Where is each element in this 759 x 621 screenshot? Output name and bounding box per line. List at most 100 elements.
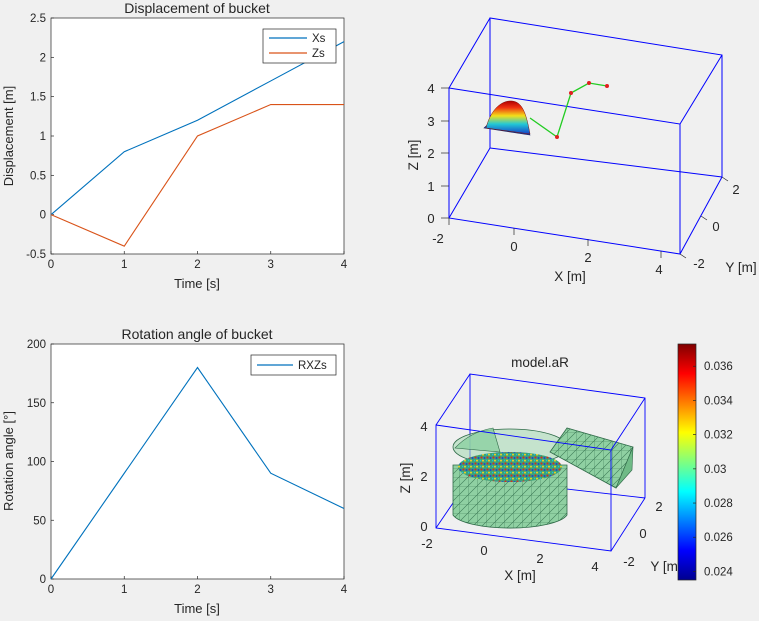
colorbar-tick-label: 0.034 — [704, 395, 733, 407]
y-tick-0: -2 — [693, 256, 705, 271]
colorbar-ticks: 0.024 0.026 0.028 0.03 0.032 0.034 0.036 — [693, 361, 733, 578]
box-right-top — [679, 54, 723, 125]
colorbar-tick-label: 0.026 — [704, 532, 733, 544]
displacement-lines — [50, 41, 345, 247]
model-z-tick-0: 0 — [420, 519, 427, 534]
y-tick-label: 2 — [40, 52, 46, 64]
trajectory-path — [529, 81, 609, 139]
displacement-legend: Xs Zs — [262, 28, 337, 64]
y-tick-label: 0.5 — [30, 170, 46, 182]
bucket-dome — [485, 100, 531, 135]
model-y-tick-1: 0 — [639, 526, 646, 541]
displacement-legend-box — [262, 28, 337, 64]
series-line-zs — [50, 103, 344, 247]
x-tick-label: 1 — [121, 259, 127, 271]
y-tick-label: -0.5 — [26, 249, 46, 261]
rotation-ticks: 0 1 2 3 4 0 50 100 150 200 — [27, 339, 348, 596]
model-z-tick-1: 2 — [420, 469, 427, 484]
rotation-xlabel: Time [s] — [174, 601, 220, 616]
trajectory-zlabel: Z [m] — [406, 140, 421, 171]
rotation-chart: 0 1 2 3 4 0 50 100 150 200 Rotation angle of buck… — [1, 326, 348, 616]
box-left-bottom — [448, 147, 491, 219]
x-tick-label: 3 — [268, 584, 274, 596]
x-tick-label: 4 — [341, 584, 348, 596]
model-title: model.aR — [511, 355, 569, 370]
x-tick-2: 2 — [584, 250, 591, 265]
trajectory-line — [529, 82, 608, 139]
y-tick-label: 2.5 — [30, 13, 46, 25]
model-zlabel: Z [m] — [398, 463, 413, 494]
displacement-chart: 0 1 2 3 4-0.500.511.522.5 Displacement of bu… — [1, 0, 348, 291]
trajectory-3d-view: 0 1 2 3 4 -2 0 2 4 -2 0 2 X [m] Y [m] Z … — [406, 17, 757, 284]
box-back-top — [448, 17, 491, 89]
rotation-legend-box — [250, 354, 337, 376]
trajectory-box — [448, 17, 723, 255]
box-right-bottom — [679, 176, 723, 255]
legend-label-rxzs: RXZs — [298, 360, 327, 372]
x-tick-label: 0 — [48, 584, 54, 596]
model-ar-3d-view: 0 2 4 -2 0 2 4 -2 0 2 model.aR X [m] Y [… — [398, 343, 733, 583]
z-tick-1: 1 — [427, 179, 434, 194]
x-tick-label: 3 — [268, 259, 274, 271]
rotation-title: Rotation angle of bucket — [122, 326, 273, 342]
trajectory-point — [587, 81, 591, 85]
y-tick-label: 1.5 — [30, 92, 46, 104]
box-back-edges — [489, 17, 723, 177]
colorbar-tick-label: 0.03 — [704, 464, 726, 476]
x-tick-label: 0 — [48, 259, 54, 271]
model-x-tick-0: -2 — [421, 536, 433, 551]
displacement-xlabel: Time [s] — [174, 276, 220, 291]
displacement-ticks: 0 1 2 3 4-0.500.511.522.5 — [26, 13, 348, 271]
series-line-rxzs — [50, 366, 345, 580]
bucket-mesh-side — [615, 446, 634, 489]
y-tick-label: 1 — [40, 131, 46, 143]
cylinder-wall — [452, 464, 568, 529]
rotation-plot-area — [50, 343, 345, 580]
z-tick-0: 0 — [427, 211, 434, 226]
y-tick-label: 0 — [40, 574, 46, 586]
model-x-tick-1: 0 — [480, 543, 487, 558]
x-tick-0: -2 — [432, 231, 444, 246]
trajectory-point — [555, 135, 559, 139]
x-tick-label: 2 — [194, 584, 200, 596]
model-xlabel: X [m] — [504, 568, 536, 583]
colorbar-tick-label: 0.028 — [704, 498, 733, 510]
colorbar-tick-label: 0.036 — [704, 361, 733, 373]
series-line-xs — [50, 41, 345, 216]
cylinder-inner-wall — [454, 427, 501, 453]
y-tick-label: 150 — [27, 398, 46, 410]
z-tick-4: 4 — [427, 81, 434, 96]
legend-label-zs: Zs — [312, 48, 325, 60]
x-tick-label: 4 — [341, 259, 348, 271]
colorbar-tick-label: 0.032 — [704, 430, 733, 442]
x-tick-label: 2 — [194, 259, 200, 271]
colorbar: 0.024 0.026 0.028 0.03 0.032 0.034 0.036 — [677, 343, 733, 581]
cylinder-container — [452, 427, 568, 529]
model-ylabel: Y [m] — [650, 559, 681, 574]
trajectory-point — [569, 91, 573, 95]
y-tick-2: 2 — [732, 182, 739, 197]
model-y-tick-2: 2 — [655, 499, 662, 514]
bucket-shape — [483, 100, 531, 136]
model-x-tick-2: 2 — [536, 551, 543, 566]
model-y-tick-0: -2 — [623, 554, 635, 569]
x-tick-3: 4 — [655, 262, 662, 277]
box-back-bottom — [489, 147, 723, 178]
trajectory-xlabel: X [m] — [554, 269, 586, 284]
model-x-tick-3: 4 — [591, 559, 598, 574]
colorbar-gradient — [677, 343, 697, 581]
y-tick-label: 200 — [27, 339, 46, 351]
y-tick-label: 50 — [33, 515, 46, 527]
trajectory-point — [605, 84, 609, 88]
y-tick-label: 100 — [27, 457, 46, 469]
rotation-legend: RXZs — [250, 354, 337, 376]
x-tick-1: 0 — [510, 239, 517, 254]
particle-bed — [458, 452, 562, 482]
displacement-title: Displacement of bucket — [124, 0, 270, 16]
bucket-mesh — [549, 427, 634, 489]
rotation-lines — [50, 366, 345, 580]
model-box-front — [435, 397, 646, 552]
model-tick-labels: 0 2 4 -2 0 2 4 -2 0 2 — [420, 419, 662, 574]
trajectory-tick-labels: 0 1 2 3 4 -2 0 2 4 -2 0 2 — [427, 81, 739, 277]
